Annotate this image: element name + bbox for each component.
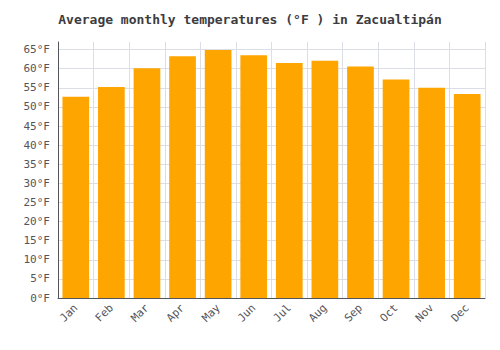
svg-text:Aug: Aug [306,301,329,324]
svg-text:Average monthly temperatures (: Average monthly temperatures (°F ) in Za… [58,12,442,27]
svg-text:45°F: 45°F [24,120,51,133]
svg-text:Nov: Nov [413,301,436,324]
svg-text:Jul: Jul [271,301,294,324]
svg-text:35°F: 35°F [24,158,51,171]
svg-text:Oct: Oct [377,301,400,324]
svg-text:0°F: 0°F [30,292,50,305]
svg-text:Jan: Jan [57,301,80,324]
svg-text:10°F: 10°F [24,253,51,266]
svg-text:20°F: 20°F [24,215,51,228]
svg-text:25°F: 25°F [24,196,51,209]
svg-text:55°F: 55°F [24,81,51,94]
svg-text:50°F: 50°F [24,100,51,113]
svg-text:May: May [199,301,222,324]
svg-text:5°F: 5°F [30,272,50,285]
svg-text:Dec: Dec [449,301,472,324]
svg-text:30°F: 30°F [24,177,51,190]
svg-text:Sep: Sep [342,301,365,324]
svg-text:65°F: 65°F [24,43,51,56]
svg-text:60°F: 60°F [24,62,51,75]
svg-text:Feb: Feb [93,301,116,324]
svg-text:40°F: 40°F [24,139,51,152]
svg-text:15°F: 15°F [24,234,51,247]
svg-text:Jun: Jun [235,301,258,324]
svg-text:Apr: Apr [164,301,187,324]
svg-text:Mar: Mar [128,301,151,324]
